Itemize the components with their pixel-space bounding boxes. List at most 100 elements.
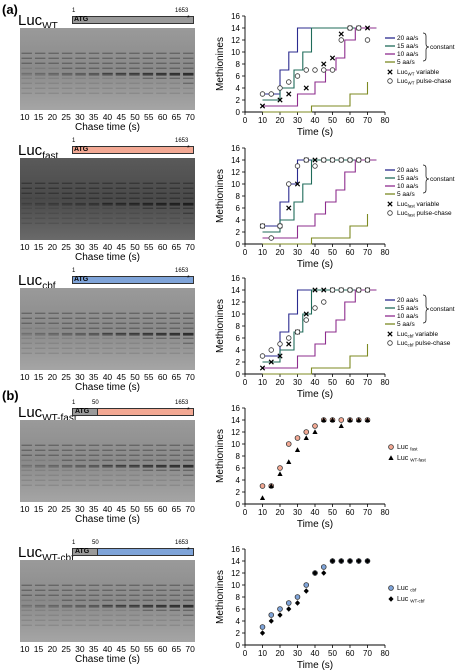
gene-bar (72, 146, 194, 154)
constant-rate-line-r10 (262, 159, 377, 239)
legend-rate-label: 10 aa/s (397, 313, 419, 320)
y-tick-label: 4 (236, 84, 241, 93)
lane-label: 30 (75, 504, 85, 514)
x-tick-label: 20 (276, 508, 285, 517)
legend-rate-label: 10 aa/s (397, 51, 419, 58)
lane-label: 50 (130, 644, 140, 654)
atg-segment: ATG (72, 408, 98, 416)
legend-series-label: Luc WT-cbf (397, 596, 425, 604)
data-point (312, 287, 318, 293)
chart-legend: 20 aa/s15 aa/s10 aa/s5 aa/s constant LucWT… (385, 32, 455, 86)
stop-codon-star: * (187, 547, 190, 554)
lane-label: 55 (144, 644, 154, 654)
construct-label: Luccbf (18, 272, 56, 292)
lane-label: 60 (157, 112, 168, 122)
methionine-chart: 0 10 20 30 40 50 60 70 80 0 2 4 6 8 10 12 14 16 Time (s) Me… (215, 12, 455, 138)
lane-label: 65 (171, 504, 182, 514)
data-point (259, 91, 266, 97)
legend-series-label: Luc cbf (397, 585, 417, 593)
chase-axis-title: Chase time (s) (74, 514, 140, 525)
data-point (259, 624, 266, 630)
legend-rate-label: 20 aa/s (397, 35, 419, 42)
y-tick-label: 8 (236, 322, 241, 331)
data-point (277, 341, 283, 347)
data-point (286, 205, 292, 211)
lane-label: 65 (171, 112, 182, 122)
y-tick-label: 10 (231, 581, 240, 590)
gene-bar (72, 16, 194, 24)
data-point (277, 223, 283, 229)
data-point (294, 181, 301, 187)
lane-label: 50 (130, 112, 140, 122)
y-tick-label: 6 (236, 605, 241, 614)
x-tick-label: 80 (381, 378, 390, 387)
legend-marker (388, 444, 394, 450)
data-point (268, 612, 275, 618)
data-point (259, 223, 266, 229)
x-tick-label: 40 (311, 378, 320, 387)
lane-label: 35 (88, 504, 99, 514)
y-axis-label: Methionines (215, 429, 226, 483)
gene-mid-number: 50 (92, 540, 99, 546)
constant-rate-line-r15 (262, 289, 377, 363)
y-tick-label: 4 (236, 476, 241, 485)
y-tick-label: 16 (231, 274, 240, 283)
x-tick-label: 20 (276, 378, 285, 387)
lane-label: 60 (157, 372, 168, 382)
data-point (286, 181, 292, 187)
data-point (321, 61, 327, 67)
data-point (277, 612, 283, 618)
x-tick-label: 10 (258, 248, 267, 257)
lane-label: 45 (116, 242, 126, 252)
x-tick-label: 10 (258, 116, 267, 125)
gene-start-number: 1 (72, 138, 76, 144)
y-tick-label: 6 (236, 334, 241, 343)
data-point (329, 157, 336, 163)
y-tick-label: 6 (236, 72, 241, 81)
x-axis-label: Time (s) (297, 259, 333, 270)
y-tick-label: 2 (236, 488, 241, 497)
legend-constant-label: constant (430, 176, 455, 183)
legend-brace (422, 164, 430, 194)
lane-time-labels: 10 15 20 25 30 35 40 45 50 55 60 65 70 (20, 112, 195, 122)
lane-label: 20 (47, 644, 58, 654)
data-point (364, 25, 371, 31)
construct-label: Lucfast (18, 142, 58, 162)
x-tick-label: 70 (363, 378, 372, 387)
y-tick-label: 12 (231, 428, 240, 437)
data-point (285, 600, 292, 606)
data-point (268, 91, 274, 97)
data-point (294, 329, 301, 335)
constant-rate-line-r10 (262, 289, 377, 369)
construct-label: LucWT-fast (18, 404, 77, 424)
construct-label: LucWT (18, 12, 58, 32)
x-tick-label: 40 (311, 508, 320, 517)
lane-label: 25 (61, 644, 71, 654)
gene-start-number: 1 (72, 8, 76, 14)
atg-label: ATG (74, 146, 89, 153)
x-tick-label: 60 (346, 508, 355, 517)
y-tick-label: 14 (231, 416, 240, 425)
x-tick-label: 0 (243, 508, 248, 517)
lane-label: 40 (102, 372, 113, 382)
y-tick-label: 16 (231, 144, 240, 153)
data-point (268, 359, 274, 365)
lane-label: 70 (185, 112, 195, 122)
data-point (321, 570, 327, 576)
data-point (338, 423, 344, 428)
lane-label: 15 (33, 242, 44, 252)
lane-label: 60 (157, 504, 168, 514)
constant-rate-line-r5 (262, 214, 369, 245)
data-point (347, 417, 353, 422)
stop-codon-star: * (187, 275, 190, 282)
data-point (356, 25, 362, 31)
lane-label: 35 (88, 242, 99, 252)
x-axis-label: Time (s) (297, 519, 333, 530)
data-point (312, 163, 318, 169)
legend-rate-label: 5 aa/s (397, 191, 415, 198)
legend-brace (422, 32, 430, 62)
methionine-chart: 0 10 20 30 40 50 60 70 80 0 2 4 6 8 10 12 14 16 Time (s) Me… (215, 144, 455, 270)
data-point (329, 67, 336, 73)
lane-label: 15 (33, 112, 44, 122)
chase-axis-title: Chase time (s) (74, 654, 140, 665)
